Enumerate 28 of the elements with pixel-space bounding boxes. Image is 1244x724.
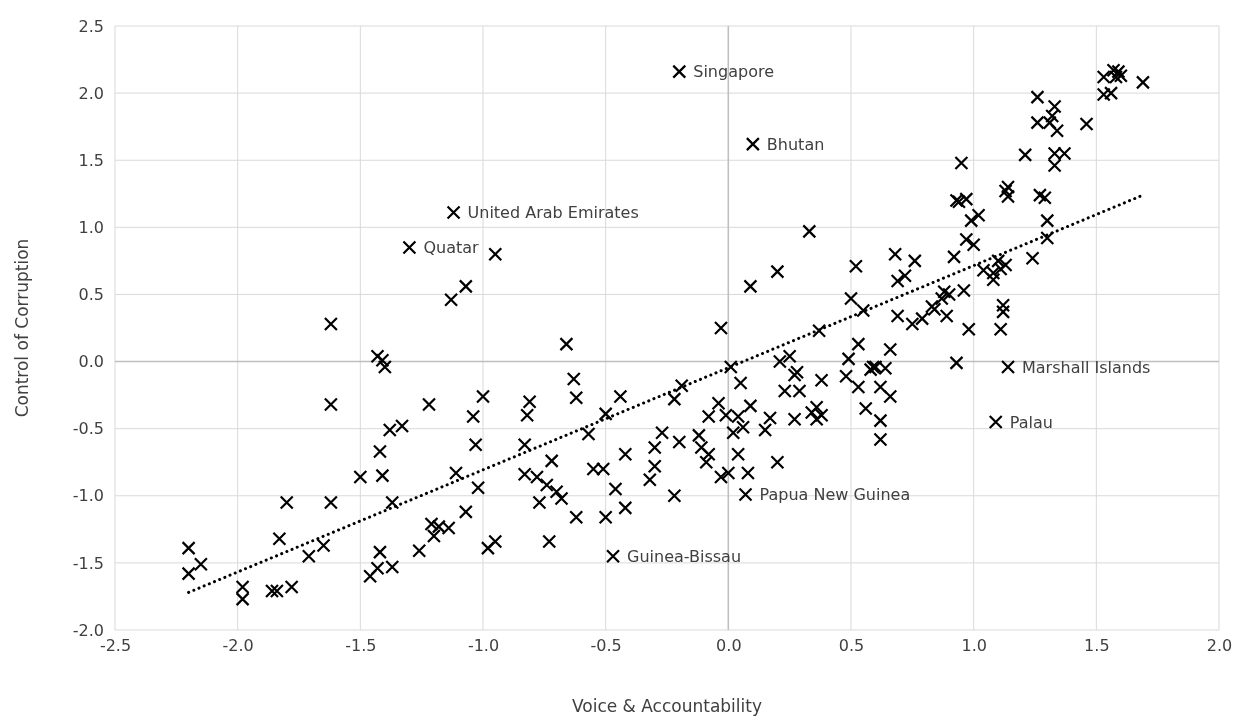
x-tick-label: 2.0 [1206,636,1233,656]
y-tick-label: 0.5 [78,285,104,305]
y-tick-label: -0.5 [72,419,104,439]
x-tick-label: -1.0 [467,636,500,656]
y-tick-label: 1.0 [78,217,104,237]
y-tick-label: -1.0 [72,486,104,506]
y-tick-label: 1.5 [78,150,104,170]
annotation: Quatar [423,238,480,258]
y-tick-label: 0.0 [78,352,104,372]
x-tick-label: 1.0 [961,636,987,656]
annotation: Singapore [693,62,774,82]
x-tick-label: 0.0 [716,636,742,656]
annotation: United Arab Emirates [467,203,639,223]
x-tick-label: 0.5 [838,636,865,656]
x-tick-label: -0.5 [590,636,622,656]
x-tick-label: -2.0 [222,636,254,656]
annotation: Marshall Islands [1022,357,1151,377]
x-tick-label: -1.5 [345,636,377,656]
y-tick-label: 2.0 [78,83,104,103]
y-axis-title: Control of Corruption [12,238,32,418]
annotation: Papua New Guinea [759,485,911,505]
annotation: Palau [1009,412,1053,432]
annotation: Guinea-Bissau [627,546,742,566]
x-axis-title: Voice & Accountability [571,696,763,716]
y-tick-label: -1.5 [72,553,104,573]
x-tick-label: 1.5 [1084,636,1110,656]
y-tick-label: 2.5 [78,16,104,36]
annotation: Bhutan [766,134,825,154]
